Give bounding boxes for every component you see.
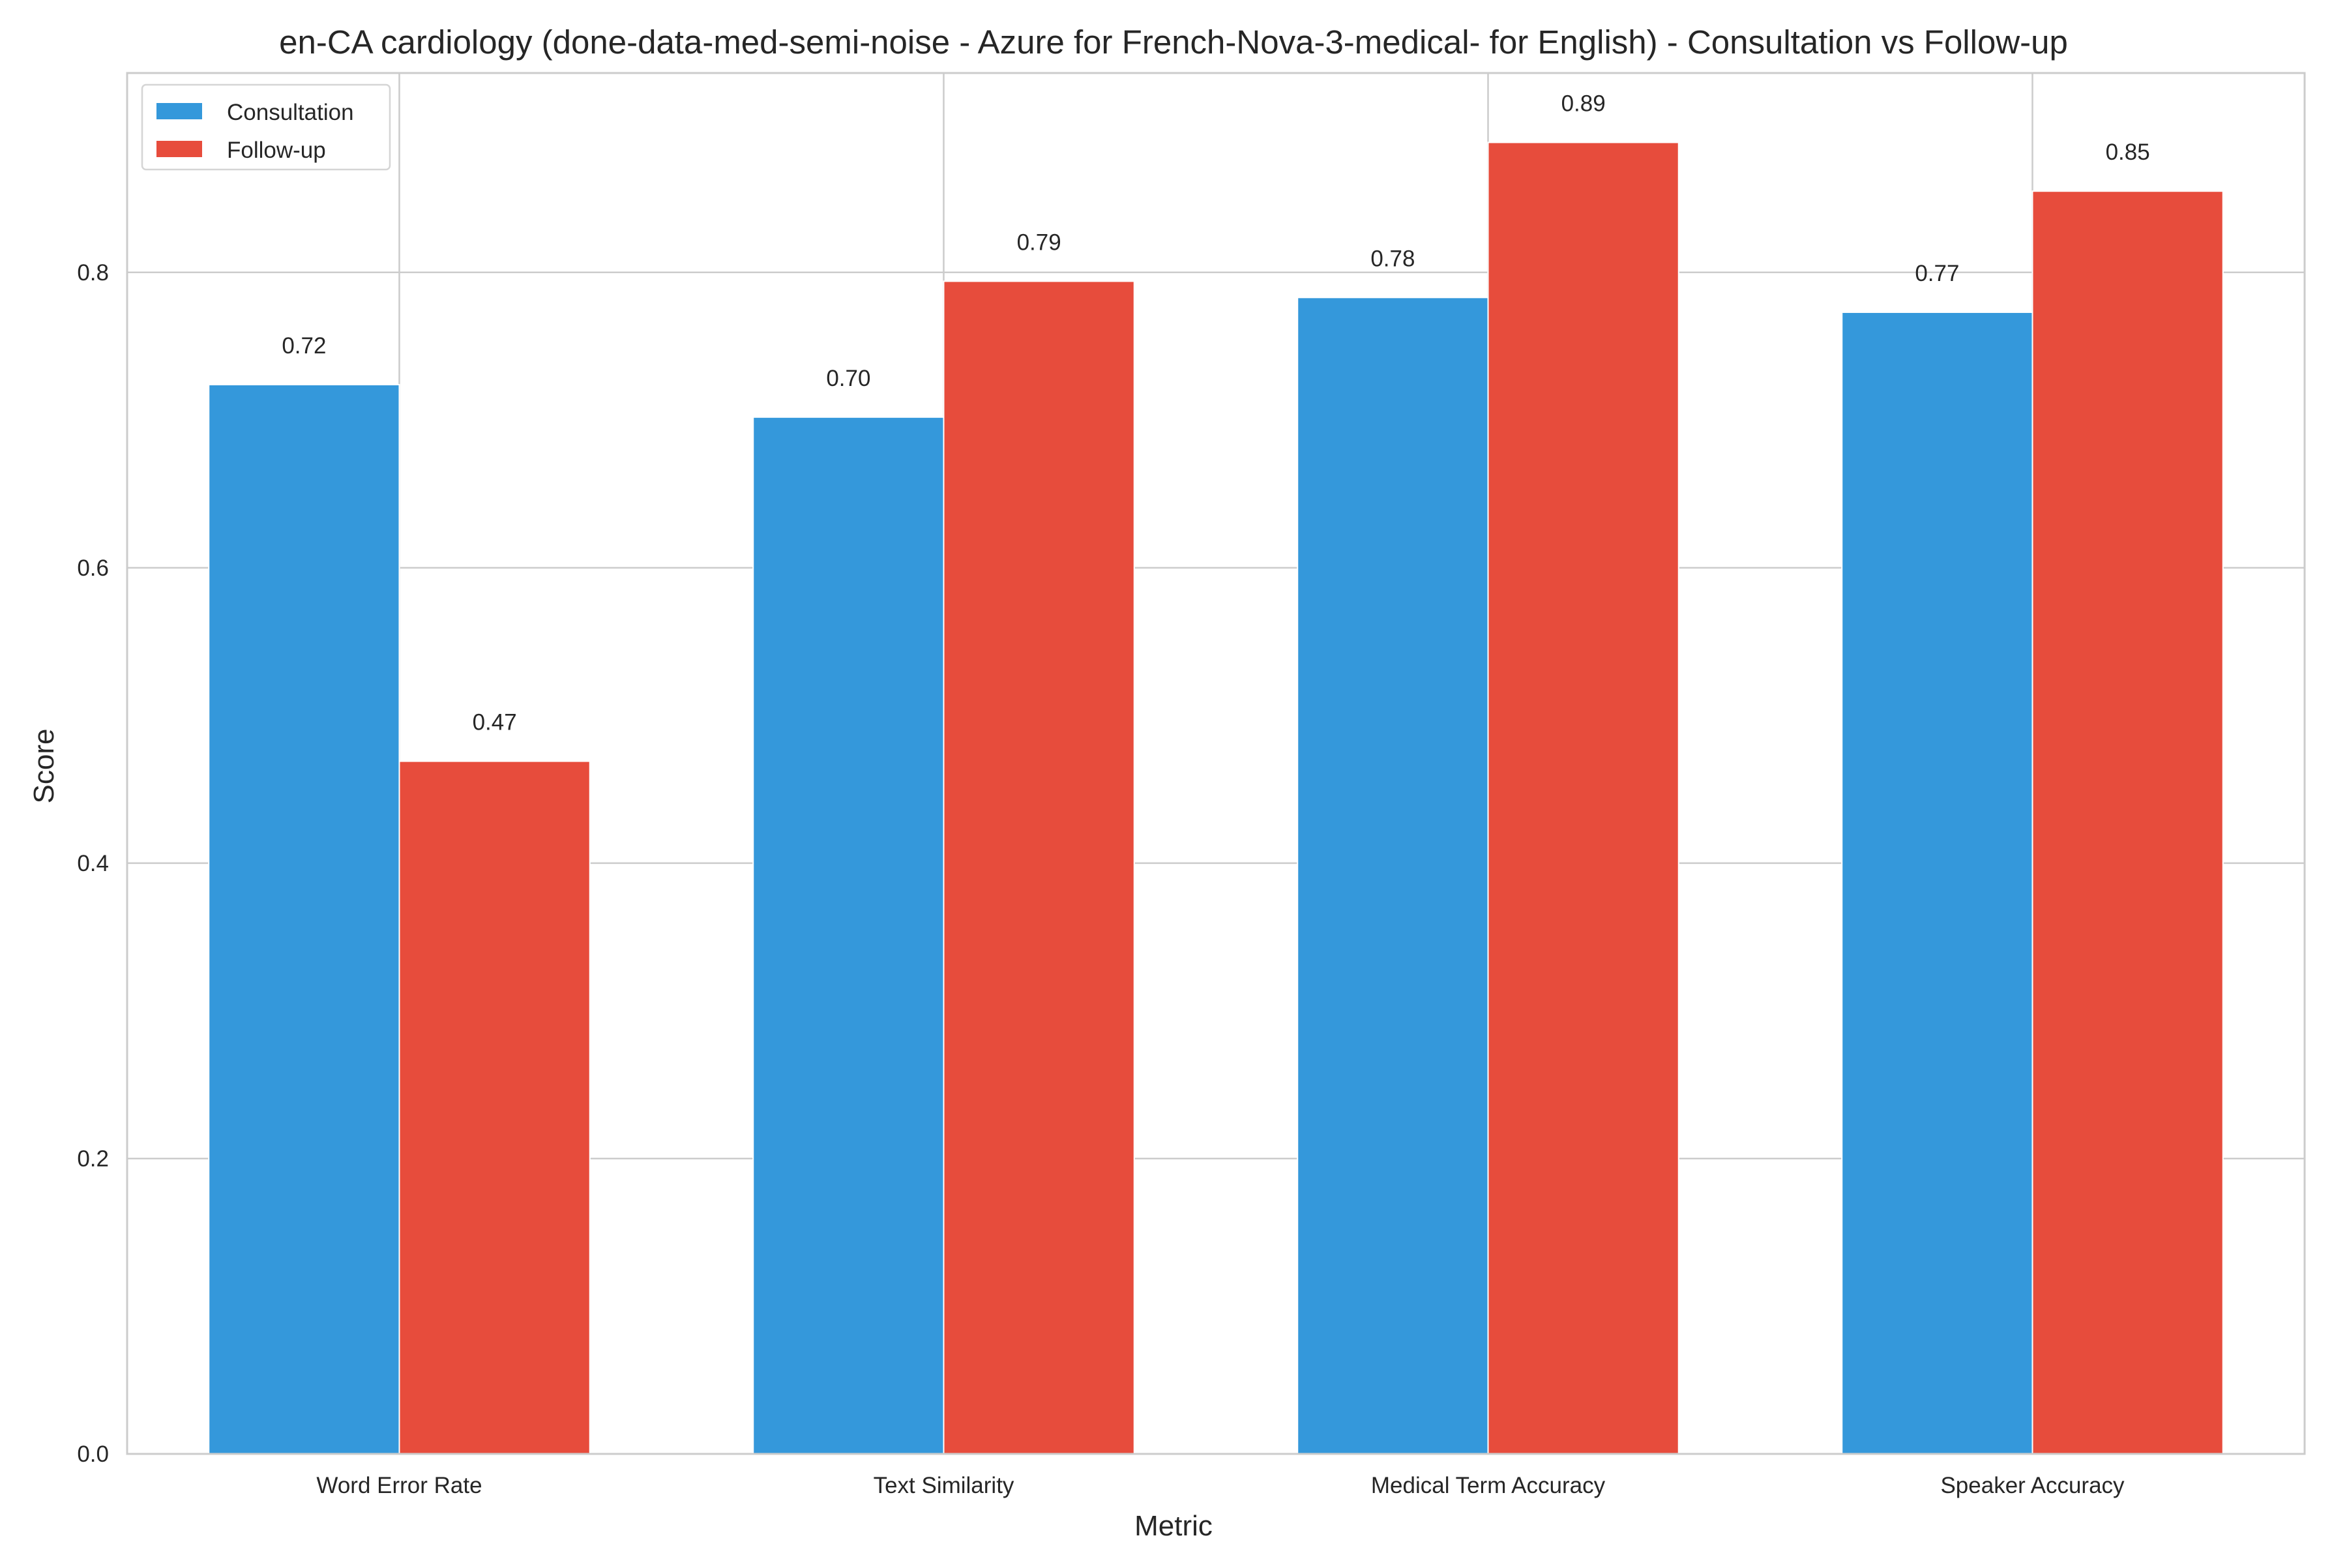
data-labels: 0.72 0.70 0.78 0.77 0.47 0.79 0.89 0.85 xyxy=(282,91,2149,735)
tick-labels: 0.0 0.2 0.4 0.6 0.8 Word Error Rate Text Simil… xyxy=(77,260,2125,1498)
legend-label: Consultation xyxy=(227,100,354,125)
bar-follow-up xyxy=(943,280,1135,1455)
y-tick-label: 0.0 xyxy=(77,1442,109,1467)
y-tick-label: 0.8 xyxy=(77,260,109,286)
x-tick-label: Medical Term Accuracy xyxy=(1371,1473,1606,1498)
plot-frame xyxy=(126,72,2306,1455)
y-tick-label: 0.2 xyxy=(77,1146,109,1172)
chart-title: en-CA cardiology (done-data-med-semi-noi… xyxy=(279,23,2068,61)
y-tick-label: 0.4 xyxy=(77,851,109,876)
data-label: 0.77 xyxy=(1915,261,1959,286)
data-label: 0.78 xyxy=(1370,246,1415,271)
x-tick-label: Word Error Rate xyxy=(316,1473,482,1498)
bar-follow-up xyxy=(1487,141,1679,1455)
data-label: 0.79 xyxy=(1017,229,1061,255)
x-tick-label: Speaker Accuracy xyxy=(1940,1473,2125,1498)
x-axis-label: Metric xyxy=(1134,1510,1213,1542)
data-label: 0.89 xyxy=(1561,91,1606,116)
bars xyxy=(208,141,2224,1455)
legend-swatch xyxy=(156,141,202,157)
legend: Consultation Follow-up xyxy=(141,83,391,171)
bar-consultation xyxy=(1841,311,2033,1455)
legend-swatch xyxy=(156,103,202,119)
y-tick-label: 0.6 xyxy=(77,555,109,581)
data-label: 0.85 xyxy=(2106,140,2150,165)
data-label: 0.70 xyxy=(826,366,870,391)
bar-consultation xyxy=(1297,297,1489,1455)
data-label: 0.72 xyxy=(282,333,326,359)
data-label: 0.47 xyxy=(473,710,517,735)
x-tick-label: Text Similarity xyxy=(874,1473,1014,1498)
bar-consultation xyxy=(752,416,945,1455)
bar-consultation xyxy=(208,383,400,1455)
legend-box xyxy=(141,83,391,171)
y-axis-label: Score xyxy=(28,729,60,804)
bar-follow-up xyxy=(2031,190,2224,1455)
legend-label: Follow-up xyxy=(227,138,326,163)
bar-follow-up xyxy=(398,760,591,1455)
